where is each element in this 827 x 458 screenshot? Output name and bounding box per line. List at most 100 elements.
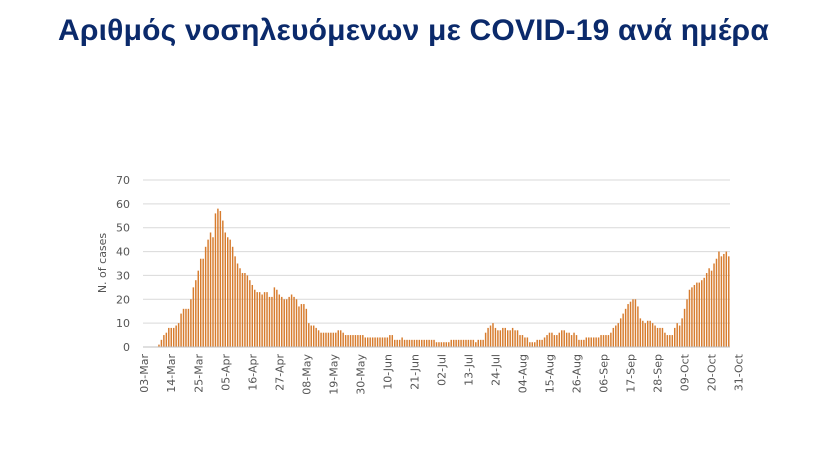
bar — [285, 299, 288, 347]
bar — [725, 251, 728, 347]
bar — [529, 342, 531, 347]
bar — [438, 342, 440, 347]
bar — [693, 284, 696, 347]
bar — [452, 339, 455, 347]
bar — [190, 299, 192, 347]
bar — [605, 335, 607, 347]
bar — [271, 296, 273, 347]
y-tick-label: 40 — [116, 246, 130, 259]
bar — [199, 258, 202, 347]
bar — [266, 292, 268, 347]
bar — [536, 339, 538, 347]
bar — [607, 335, 610, 347]
bar — [229, 239, 231, 347]
bar — [472, 339, 475, 347]
bar — [165, 332, 168, 347]
bar — [158, 344, 160, 347]
bar — [465, 339, 467, 347]
bar — [234, 256, 236, 347]
bar — [281, 296, 283, 347]
bar — [214, 213, 217, 347]
bar — [691, 287, 693, 347]
bar — [686, 299, 688, 347]
y-tick-label: 60 — [116, 198, 130, 211]
x-tick-label: 02-Jul — [435, 354, 448, 386]
bar — [723, 253, 725, 347]
bar — [524, 337, 526, 347]
bar — [494, 327, 497, 347]
bar — [644, 323, 646, 347]
bar — [676, 323, 678, 347]
bar — [335, 332, 337, 347]
bar — [617, 323, 619, 347]
x-tick-label: 17-Sep — [625, 354, 638, 393]
bar — [484, 332, 487, 347]
bar — [227, 237, 229, 347]
bar — [339, 330, 342, 347]
bar — [217, 208, 219, 347]
bar — [715, 258, 718, 347]
bar — [273, 287, 276, 347]
bar — [718, 251, 720, 347]
bar — [268, 296, 271, 347]
x-tick-label: 15-Aug — [544, 354, 557, 393]
bar — [207, 239, 209, 347]
y-tick-label: 30 — [116, 269, 130, 282]
bar — [467, 339, 470, 347]
bar — [344, 335, 347, 347]
bar — [322, 332, 325, 347]
bar — [391, 335, 394, 347]
bar — [371, 337, 374, 347]
bar — [342, 332, 344, 347]
bar — [553, 335, 556, 347]
bar — [575, 335, 578, 347]
bar — [376, 337, 379, 347]
bar — [516, 330, 519, 347]
bar — [364, 337, 367, 347]
bar — [170, 327, 172, 347]
bar — [290, 294, 293, 347]
bar — [411, 339, 413, 347]
bar — [175, 325, 177, 347]
bar — [177, 323, 180, 347]
bar — [327, 332, 330, 347]
bar — [639, 318, 642, 347]
bar — [475, 342, 477, 347]
bar — [359, 335, 362, 347]
x-tick-label: 05-Apr — [219, 354, 232, 391]
bar — [244, 273, 246, 347]
bar — [394, 339, 396, 347]
bar — [357, 335, 359, 347]
bar — [236, 263, 239, 347]
bar — [160, 339, 163, 347]
bar — [448, 342, 450, 347]
bar — [666, 335, 669, 347]
bar — [627, 304, 629, 347]
bar — [632, 299, 634, 347]
bar — [347, 335, 349, 347]
bar — [263, 292, 266, 347]
bar — [288, 296, 290, 347]
x-tick-label: 27-Apr — [273, 354, 286, 391]
bar — [622, 313, 624, 347]
bar — [509, 330, 511, 347]
bar — [308, 323, 310, 347]
bar — [519, 335, 521, 347]
bar — [728, 256, 730, 347]
bar — [492, 323, 494, 347]
bar — [295, 299, 298, 347]
bar — [239, 268, 241, 347]
bar — [249, 280, 251, 347]
bar — [317, 330, 320, 347]
bar — [703, 277, 705, 347]
x-tick-label: 26-Aug — [571, 354, 584, 393]
x-tick-label: 04-Aug — [517, 354, 530, 393]
bar — [258, 292, 261, 347]
y-tick-label: 10 — [116, 317, 130, 330]
x-tick-label: 31-Oct — [733, 353, 746, 391]
bar — [423, 339, 425, 347]
bar — [612, 327, 615, 347]
bar — [195, 280, 197, 347]
gridlines — [143, 179, 730, 324]
